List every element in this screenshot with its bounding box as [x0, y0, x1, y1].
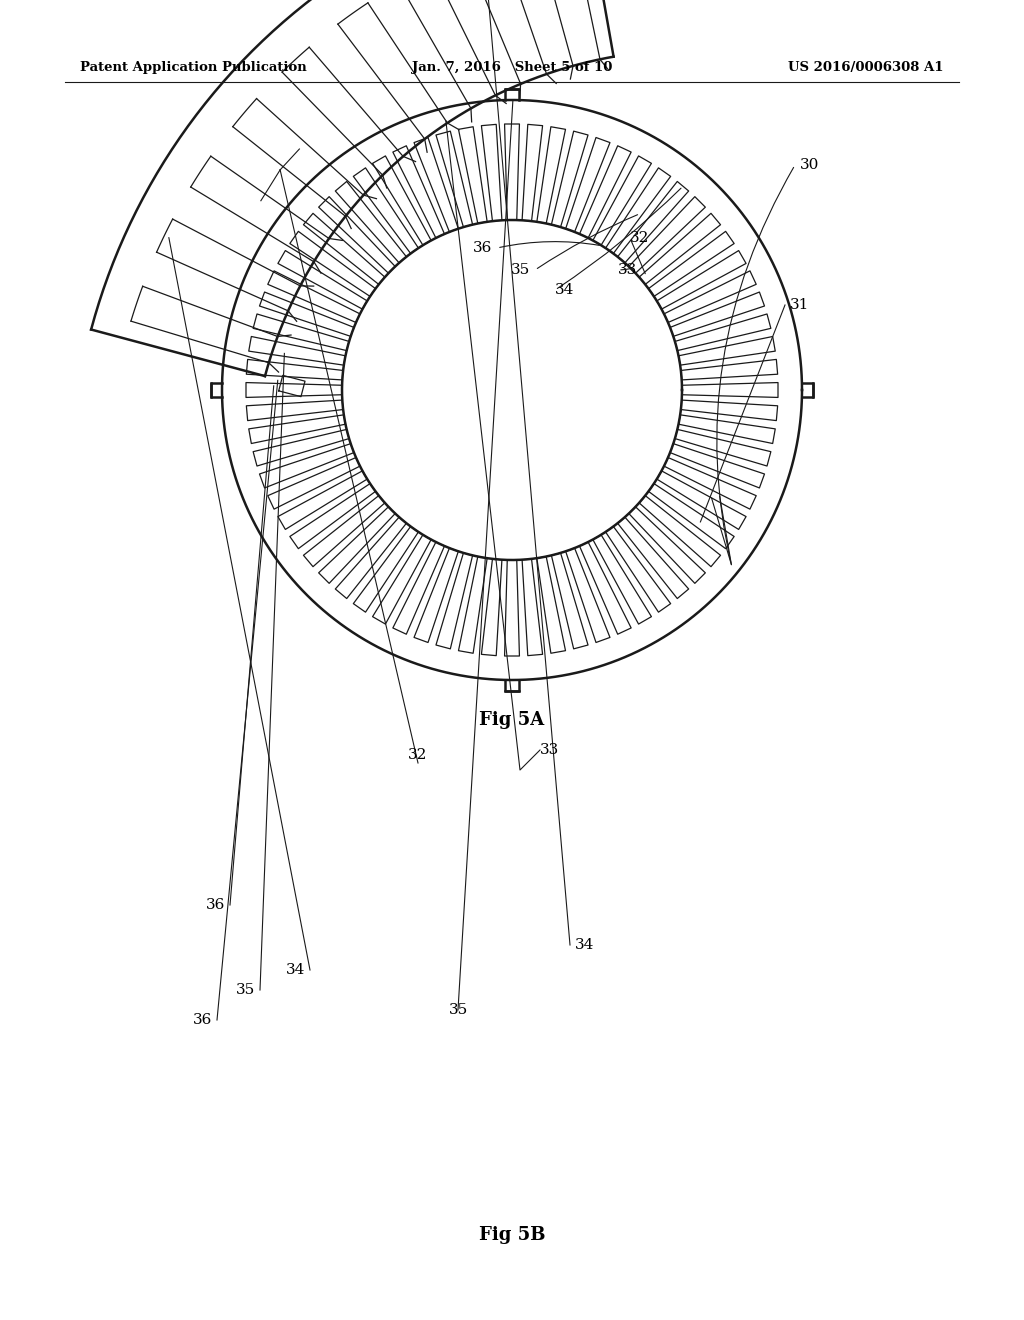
Text: 33: 33	[540, 743, 559, 756]
Text: 32: 32	[409, 748, 428, 762]
Text: 34: 34	[575, 939, 594, 952]
Text: Patent Application Publication: Patent Application Publication	[80, 62, 307, 74]
Text: 35: 35	[236, 983, 255, 997]
Text: 30: 30	[800, 158, 819, 172]
Text: 33: 33	[618, 263, 637, 277]
Text: 35: 35	[449, 1003, 468, 1016]
Text: Fig 5B: Fig 5B	[479, 1226, 545, 1243]
Text: 32: 32	[630, 231, 649, 246]
Text: 36: 36	[473, 242, 492, 255]
Text: 31: 31	[790, 298, 809, 312]
Text: 34: 34	[555, 282, 574, 297]
Text: 35: 35	[511, 263, 530, 277]
Text: 34: 34	[286, 964, 305, 977]
Text: US 2016/0006308 A1: US 2016/0006308 A1	[788, 62, 944, 74]
Text: Fig 5A: Fig 5A	[479, 711, 545, 729]
Text: Jan. 7, 2016   Sheet 5 of 10: Jan. 7, 2016 Sheet 5 of 10	[412, 62, 612, 74]
Text: 36: 36	[206, 898, 225, 912]
Text: 36: 36	[193, 1012, 212, 1027]
